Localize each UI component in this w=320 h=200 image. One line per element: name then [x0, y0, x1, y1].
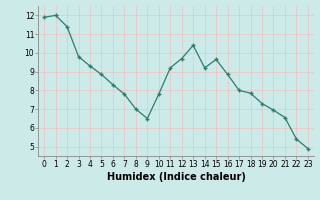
X-axis label: Humidex (Indice chaleur): Humidex (Indice chaleur)	[107, 172, 245, 182]
